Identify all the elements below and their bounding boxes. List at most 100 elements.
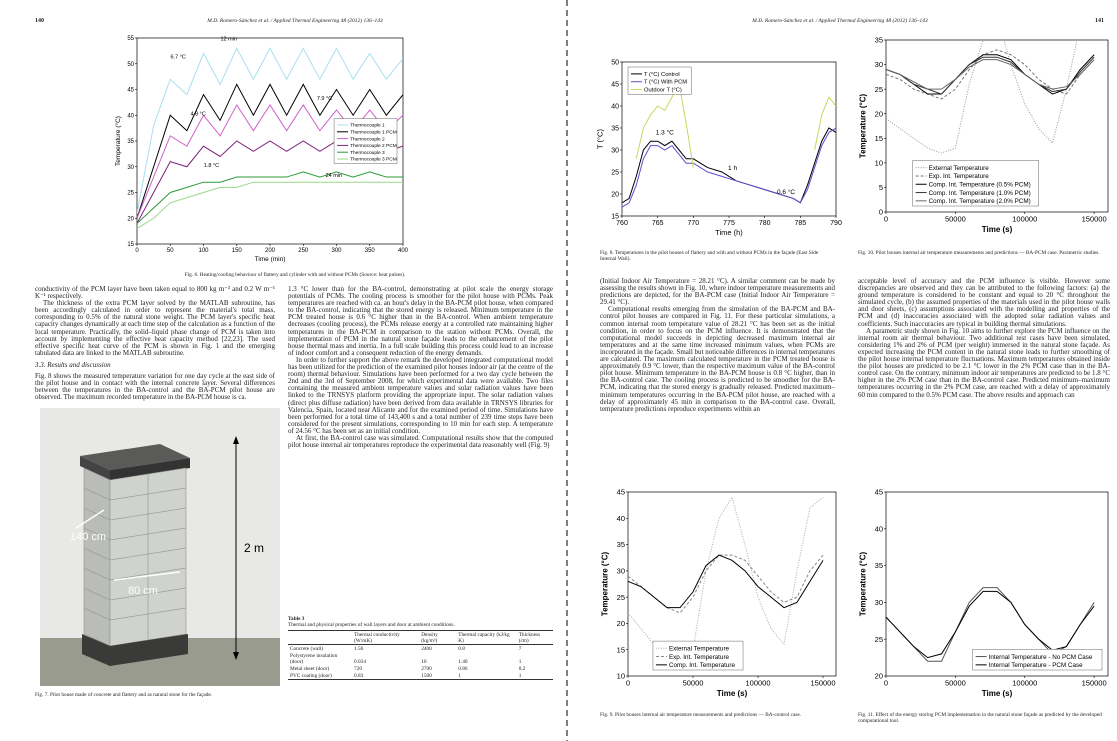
legend-label: Thermocouple 1 PCM bbox=[350, 129, 397, 135]
paragraph: acceptable level of accuracy and the PCM… bbox=[858, 277, 1110, 328]
y-tick-label: 30 bbox=[611, 147, 619, 154]
legend-label: Thermocouple 2 bbox=[350, 136, 385, 142]
y-tick-label: 30 bbox=[617, 566, 625, 575]
table-cell: Concrete (wall) bbox=[290, 645, 324, 652]
table-cell: 1 bbox=[518, 672, 522, 679]
x-axis-label: Time (h) bbox=[715, 228, 743, 237]
x-tick-label: 250 bbox=[298, 248, 309, 254]
table-header-cell bbox=[288, 631, 352, 645]
table-cell: 0.86 bbox=[458, 665, 468, 672]
x-tick-label: 100000 bbox=[1012, 679, 1037, 688]
x-tick-label: 400 bbox=[398, 248, 409, 254]
x-tick-label: 100000 bbox=[1012, 215, 1037, 224]
series-line bbox=[886, 56, 1095, 95]
legend-label: Comp. Int. Temperature (0.5% PCM) bbox=[929, 181, 1031, 188]
y-tick-label: 15 bbox=[611, 213, 619, 220]
table-cell: 2700 bbox=[421, 665, 432, 672]
x-tick-label: 785 bbox=[794, 220, 806, 227]
x-tick-label: 780 bbox=[759, 220, 771, 227]
y-axis-label: T (°C) bbox=[596, 129, 605, 149]
paragraph: Computational results emerging from the … bbox=[600, 305, 835, 413]
x-tick-label: 0 bbox=[626, 679, 630, 688]
annotation: 12 min bbox=[221, 37, 238, 43]
y-tick-label: 15 bbox=[617, 645, 625, 654]
dimension-label: 2 m bbox=[244, 541, 264, 555]
y-tick-label: 25 bbox=[127, 191, 134, 197]
x-axis-label: Time (s) bbox=[717, 689, 748, 698]
x-tick-label: 765 bbox=[652, 220, 664, 227]
series-line bbox=[886, 59, 1095, 90]
dimension-arrow bbox=[113, 571, 181, 581]
legend-box bbox=[912, 160, 1039, 207]
table-cell: 7 bbox=[518, 645, 522, 652]
y-tick-label: 25 bbox=[617, 593, 625, 602]
annotation: 6.7 °C bbox=[171, 55, 186, 61]
y-tick-label: 15 bbox=[875, 134, 883, 143]
text-column: acceptable level of accuracy and the PCM… bbox=[858, 277, 1110, 399]
legend-label: External Temperature bbox=[669, 645, 730, 652]
x-tick-label: 200 bbox=[265, 248, 276, 254]
figure-7-photo: 140 cm 80 cm 2 m bbox=[40, 408, 280, 686]
legend-box bbox=[333, 118, 398, 164]
table: Thermal conductivity (W/mK) Density (kg/m… bbox=[288, 630, 553, 680]
arrow-head bbox=[233, 652, 239, 660]
legend-label: Internal Temperature - No PCM Case bbox=[989, 654, 1093, 661]
legend-label: External Temperature bbox=[929, 165, 990, 172]
dimension-arrow bbox=[75, 509, 105, 529]
legend-box bbox=[972, 649, 1103, 671]
table-header-cell: Thickness (cm) bbox=[518, 631, 541, 644]
section-heading: 3.3. Results and discussion bbox=[35, 360, 111, 369]
legend-box bbox=[652, 640, 744, 671]
series-line bbox=[628, 554, 824, 609]
x-tick-label: 0 bbox=[884, 215, 888, 224]
figure-caption: Fig. 11. Effect of the energy storing PC… bbox=[858, 712, 1102, 725]
series-line bbox=[137, 181, 403, 229]
x-tick-label: 0 bbox=[884, 679, 888, 688]
legend-label: Exp. Int. Temperature bbox=[929, 173, 990, 180]
legend-label: T (°C) Control bbox=[644, 72, 680, 78]
paragraph: conductivity of the PCM layer have been … bbox=[35, 285, 275, 301]
paragraph: A parametric study shown in Fig. 10 aims… bbox=[858, 326, 1110, 399]
table-cell: 1.40 bbox=[458, 658, 468, 665]
plot-frame bbox=[627, 491, 837, 677]
table-cell: Polystyrene insulation (door) bbox=[290, 652, 338, 665]
x-tick-label: 760 bbox=[616, 220, 628, 227]
x-tick-label: 50000 bbox=[683, 679, 704, 688]
table-title: Table 3 bbox=[288, 616, 305, 622]
y-tick-label: 35 bbox=[875, 36, 883, 45]
x-tick-label: 790 bbox=[830, 220, 842, 227]
x-tick-label: 100000 bbox=[745, 679, 770, 688]
y-tick-label: 45 bbox=[127, 88, 134, 94]
paragraph: At first, the BA-control case was simula… bbox=[288, 433, 553, 450]
plot-frame bbox=[885, 39, 1109, 213]
x-tick-label: 300 bbox=[331, 248, 342, 254]
series-line bbox=[886, 40, 1078, 154]
plot-frame bbox=[885, 491, 1109, 677]
table-cell: 0.83 bbox=[354, 672, 364, 679]
table-block: Table 3 Thermal and physical properties … bbox=[288, 616, 553, 680]
x-axis-label: Time (s) bbox=[982, 225, 1013, 234]
table-row: Polystyrene insulation (door) 0.034 10 1.40… bbox=[288, 652, 553, 665]
series-line bbox=[886, 54, 1095, 95]
legend-label: Thermocouple 2 PCM bbox=[350, 143, 397, 149]
series-line bbox=[137, 83, 403, 219]
y-tick-label: 30 bbox=[875, 598, 883, 607]
table-cell: 1500 bbox=[421, 672, 432, 679]
y-tick-label: 55 bbox=[127, 36, 134, 42]
annotation: 0.6 °C bbox=[777, 188, 795, 196]
y-axis-label: Temperature (°C) bbox=[859, 93, 868, 158]
y-tick-label: 20 bbox=[127, 216, 134, 222]
running-title: M.D. Romero-Sánchez et al. / Applied The… bbox=[207, 18, 383, 24]
stone-joints bbox=[83, 474, 187, 640]
annotation: 24 min bbox=[326, 173, 343, 179]
y-tick-label: 40 bbox=[875, 524, 883, 533]
table-row: Metal sheet (door) 720 2700 0.86 0.2 bbox=[288, 665, 553, 672]
x-tick-label: 150 bbox=[232, 248, 243, 254]
legend-label: Comp. Int. Temperature (2.0% PCM) bbox=[929, 198, 1031, 205]
table-row: Concrete (wall) 1.56 2400 0.8 7 bbox=[288, 645, 553, 653]
y-tick-label: 5 bbox=[879, 183, 883, 192]
paragraph: The thickness of the extra PCM layer sol… bbox=[35, 299, 275, 357]
y-tick-label: 30 bbox=[875, 60, 883, 69]
figure-caption: Fig. 10. Pilot houses internal air tempe… bbox=[858, 250, 1100, 256]
x-tick-label: 775 bbox=[723, 220, 735, 227]
